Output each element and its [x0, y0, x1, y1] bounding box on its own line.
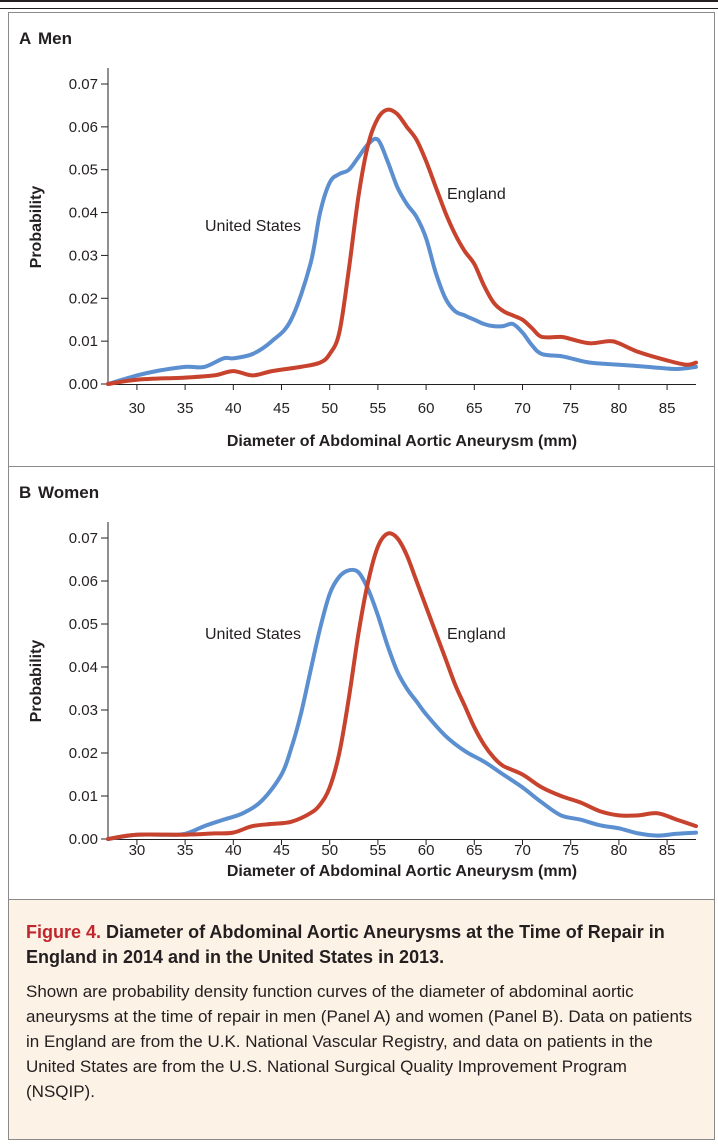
panel-b-x-tick-label: 65	[466, 842, 483, 859]
panel-a-letter: A	[19, 29, 31, 48]
panel-a-x-tick-label: 45	[273, 400, 290, 417]
panel-a-annotation-england: England	[447, 186, 506, 203]
panel-b-y-tick-label: 0.00	[69, 831, 98, 848]
panel-b-x-tick-label: 50	[321, 842, 338, 859]
panel-b-x-ticks: 30 35 40 45 50 55 60 65 70 75 80 85	[129, 839, 676, 859]
panel-b-y-axis-label: Probability	[28, 640, 45, 723]
panel-a-y-tick-label: 0.01	[69, 333, 98, 350]
panel-b-annotation-us: United States	[205, 626, 301, 643]
panel-b-chart: B Women 0.00 0.01 0.02 0.03 0.04 0.05 0.06 0.07…	[19, 483, 698, 880]
panel-a-series-england-line	[106, 107, 698, 386]
panel-b-x-tick-label: 30	[129, 842, 146, 859]
figure-caption: Figure 4. Diameter of Abdominal Aortic A…	[9, 900, 714, 1139]
panel-a-y-tick-label: 0.03	[69, 247, 98, 264]
panel-b-title: Women	[38, 483, 99, 502]
panel-b-x-tick-label: 70	[514, 842, 531, 859]
panel-a-x-tick-label: 75	[562, 400, 579, 417]
top-rule-thin	[0, 8, 718, 9]
panel-a-x-tick-label: 55	[370, 400, 387, 417]
panel-b-x-tick-label: 60	[418, 842, 435, 859]
panel-b-x-tick-label: 80	[611, 842, 628, 859]
panel-b-y-tick-label: 0.02	[69, 745, 98, 762]
panel-b-series-us-line	[106, 567, 698, 841]
panel-a-y-tick-label: 0.04	[69, 205, 98, 222]
panel-a-x-tick-label: 50	[321, 400, 338, 417]
panel-b-y-tick-label: 0.04	[69, 659, 98, 676]
panel-a-series	[106, 107, 698, 386]
panel-a-series-us-line	[106, 136, 698, 386]
panel-b-x-axis-label: Diameter of Abdominal Aortic Aneurysm (m…	[227, 863, 577, 880]
panel-a-y-axis-label: Probability	[28, 186, 45, 269]
panel-b-x-tick-label: 40	[225, 842, 242, 859]
panel-b-y-tick-label: 0.06	[69, 573, 98, 590]
figure-frame	[8, 12, 715, 1140]
panel-a-y-tick-label: 0.07	[69, 76, 98, 93]
panel-b-y-tick-label: 0.01	[69, 788, 98, 805]
panel-a-x-ticks: 30 35 40 45 50 55 60 65 70 75 80 85	[129, 384, 676, 417]
panel-a-y-ticks: 0.00 0.01 0.02 0.03 0.04 0.05 0.06 0.07	[69, 76, 108, 393]
caption-body: Shown are probability density function c…	[26, 982, 693, 1101]
panel-b-axes	[107, 522, 696, 840]
panel-a-axes	[107, 68, 696, 385]
panel-a-chart: A Men 0.00 0.01 0.02 0.03 0.04 0.05 0.06 0.07 3…	[19, 29, 698, 450]
top-rule	[0, 0, 718, 2]
panel-b-series	[106, 531, 698, 841]
panel-a-x-tick-label: 85	[659, 400, 676, 417]
panel-a-x-tick-label: 35	[177, 400, 194, 417]
panel-b-y-tick-label: 0.03	[69, 702, 98, 719]
caption-divider	[8, 899, 715, 900]
panel-b-y-tick-label: 0.05	[69, 616, 98, 633]
panel-a-x-tick-label: 70	[514, 400, 531, 417]
panel-a-y-tick-label: 0.00	[69, 376, 98, 393]
figure-label: Figure 4.	[26, 922, 102, 942]
panel-b-x-tick-label: 85	[659, 842, 676, 859]
panel-b-x-tick-label: 55	[370, 842, 387, 859]
panel-a-y-tick-label: 0.05	[69, 162, 98, 179]
figure-title: Diameter of Abdominal Aortic Aneurysms a…	[26, 922, 665, 967]
panel-b-x-tick-label: 35	[177, 842, 194, 859]
panel-b-series-england-line	[106, 531, 698, 841]
panel-a-y-tick-label: 0.02	[69, 290, 98, 307]
panel-a-x-tick-label: 65	[466, 400, 483, 417]
panel-a-x-tick-label: 60	[418, 400, 435, 417]
panel-b-annotation-england: England	[447, 626, 506, 643]
panel-divider	[8, 466, 715, 467]
panel-a-annotation-us: United States	[205, 218, 301, 235]
panel-a-x-tick-label: 30	[129, 400, 146, 417]
panel-b-y-ticks: 0.00 0.01 0.02 0.03 0.04 0.05 0.06 0.07	[69, 530, 108, 848]
panel-a-x-axis-label: Diameter of Abdominal Aortic Aneurysm (m…	[227, 433, 577, 450]
panel-b-letter: B	[19, 483, 31, 502]
caption-title: Figure 4. Diameter of Abdominal Aortic A…	[26, 920, 698, 970]
panel-b-x-tick-label: 45	[273, 842, 290, 859]
panel-a-y-tick-label: 0.06	[69, 119, 98, 136]
panel-b-x-tick-label: 75	[562, 842, 579, 859]
panel-a-x-tick-label: 80	[611, 400, 628, 417]
panel-a-title: Men	[38, 29, 72, 48]
panel-a-x-tick-label: 40	[225, 400, 242, 417]
panel-b-y-tick-label: 0.07	[69, 530, 98, 547]
